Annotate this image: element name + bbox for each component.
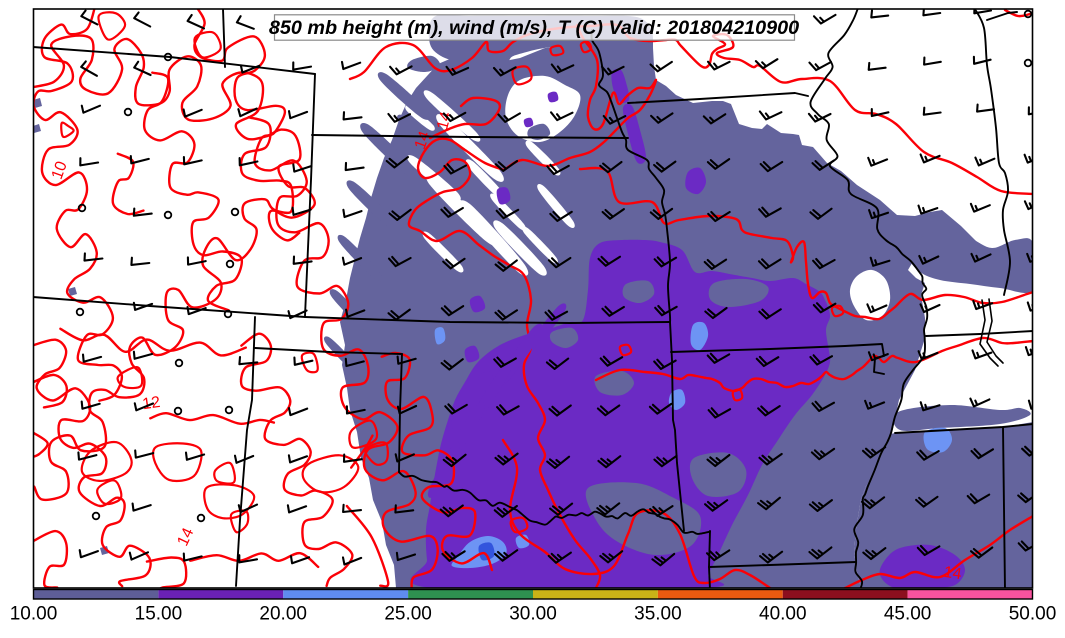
svg-text:850 mb height (m), wind (m/s),: 850 mb height (m), wind (m/s), T (C) Val…	[269, 17, 799, 39]
svg-text:30.00: 30.00	[509, 604, 557, 625]
svg-text:14: 14	[943, 564, 963, 583]
svg-text:40.00: 40.00	[759, 604, 807, 625]
svg-text:50.00: 50.00	[1009, 604, 1057, 625]
svg-text:35.00: 35.00	[634, 604, 682, 625]
svg-text:25.00: 25.00	[384, 604, 432, 625]
svg-text:20.00: 20.00	[259, 604, 307, 625]
svg-text:10.00: 10.00	[10, 604, 58, 625]
svg-text:45.00: 45.00	[884, 604, 932, 625]
svg-text:15.00: 15.00	[135, 604, 183, 625]
